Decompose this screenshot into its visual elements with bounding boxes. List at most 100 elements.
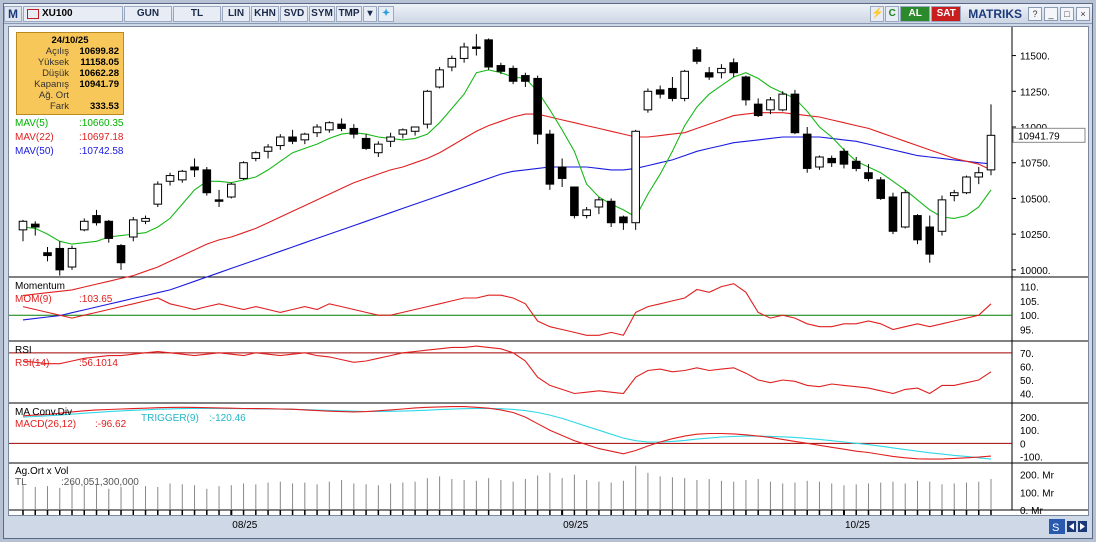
candle-body <box>472 46 481 49</box>
mav5-legend-value: :10660.35 <box>79 118 124 129</box>
candle-body <box>949 192 959 197</box>
candle <box>18 219 28 242</box>
info-label: Açılış <box>45 46 69 57</box>
price-chart-svg[interactable]: 11500.11250.11000.10750.10500.10250.1000… <box>9 27 1088 517</box>
candle-body <box>729 62 738 74</box>
khn-button[interactable]: KHN <box>251 5 279 22</box>
price-axis-label: 10250. <box>1020 230 1051 241</box>
scale-button[interactable]: LIN <box>222 5 250 22</box>
vol-axis-label: 0. Mr <box>1020 506 1043 515</box>
candle-body <box>570 186 579 217</box>
candle-body <box>680 70 689 99</box>
mom-axis-label: 100. <box>1020 311 1039 322</box>
mav22-legend-label: MAV(22) <box>15 132 54 143</box>
rsi-line <box>22 345 992 395</box>
candle <box>67 245 77 270</box>
candle-body <box>374 143 383 154</box>
candle <box>508 65 518 85</box>
candle <box>827 155 837 167</box>
info-label: Yüksek <box>37 57 69 68</box>
candle <box>680 69 689 102</box>
candle-body <box>802 133 812 169</box>
candle-body <box>521 75 530 82</box>
candle-body <box>876 179 886 199</box>
candle-body <box>986 134 996 171</box>
info-label: Kapanış <box>34 79 69 90</box>
rsi-axis-label: 60. <box>1020 362 1034 373</box>
dropdown-arrow-icon[interactable]: ▾ <box>363 5 377 22</box>
candle <box>986 104 996 176</box>
symbol-input[interactable]: XU100 <box>23 5 123 22</box>
candle <box>423 89 432 129</box>
mom-axis-label: 110. <box>1020 283 1039 294</box>
rsi-legend-value: :56.1014 <box>79 358 118 369</box>
candle-body <box>104 220 114 239</box>
candle <box>704 67 714 80</box>
scroll-left-icon[interactable] <box>1067 521 1076 532</box>
candle-body <box>962 176 971 194</box>
candle-body <box>668 87 677 99</box>
tmp-button[interactable]: TMP <box>336 5 362 22</box>
candle-body <box>423 90 432 125</box>
sell-button[interactable]: SAT <box>931 5 962 22</box>
candle-body <box>67 247 77 268</box>
currency-button[interactable]: TL <box>173 5 221 22</box>
chart-toolbar: M XU100 GUN TL LIN KHN SVD SYM TMP ▾ ✦ ⚡… <box>4 4 1092 24</box>
svd-button[interactable]: SVD <box>280 5 308 22</box>
macd-axis-label: 200. <box>1020 413 1039 424</box>
candle-body <box>827 157 837 164</box>
minimize-icon[interactable]: _ <box>1044 6 1058 21</box>
candle-body <box>202 169 212 194</box>
candle <box>790 89 800 135</box>
candle <box>472 34 481 56</box>
candle <box>741 75 751 106</box>
chart-area[interactable]: 11500.11250.11000.10750.10500.10250.1000… <box>8 26 1089 517</box>
candle-body <box>839 150 849 165</box>
candle-body <box>251 152 261 159</box>
mom-legend-value: :103.65 <box>79 294 113 305</box>
candle-body <box>851 160 861 169</box>
candle <box>888 192 898 235</box>
bottom-bar: S 08/25 09/25 10/25 <box>8 518 1089 536</box>
candle-body <box>594 199 604 208</box>
candle <box>521 72 530 87</box>
candle <box>263 144 273 159</box>
m-menu-button[interactable]: M <box>4 5 22 22</box>
scroll-right-icon[interactable] <box>1078 521 1087 532</box>
candle-body <box>937 199 947 232</box>
scroll-icon[interactable]: S <box>1049 519 1065 534</box>
price-axis-label: 10750. <box>1020 159 1051 170</box>
candle-body <box>533 77 542 135</box>
vol-legend-value: :260,051,300,000 <box>61 477 139 488</box>
candle <box>325 121 334 133</box>
twitter-icon[interactable]: ✦ <box>378 5 394 22</box>
sym-button[interactable]: SYM <box>309 5 335 22</box>
candle-body <box>508 67 518 82</box>
candle-body <box>43 252 52 257</box>
candle <box>116 244 126 270</box>
candle-body <box>631 130 640 224</box>
help-icon[interactable]: ? <box>1028 6 1042 21</box>
candle-body <box>361 137 371 149</box>
maximize-icon[interactable]: □ <box>1060 6 1074 21</box>
period-button[interactable]: GUN <box>124 5 172 22</box>
candle <box>729 58 738 77</box>
ohlc-info-box: 24/10/25 Açılış 10699.82 Yüksek 11158.05 D… <box>16 32 124 115</box>
info-value: 333.53 <box>89 101 119 112</box>
buy-button[interactable]: AL <box>900 5 931 22</box>
candle <box>202 167 212 196</box>
rsi-axis-label: 40. <box>1020 390 1034 401</box>
candle <box>900 189 910 229</box>
mav50-legend-value: :10742.58 <box>79 146 124 157</box>
candle-body <box>692 49 702 62</box>
candle <box>386 132 395 147</box>
close-icon[interactable]: × <box>1076 6 1090 21</box>
candle <box>251 151 261 162</box>
lightning-icon[interactable]: ⚡ <box>870 5 885 22</box>
macd-line <box>22 406 992 460</box>
info-date: 24/10/25 <box>51 35 89 46</box>
symbol-label: XU100 <box>42 8 73 19</box>
refresh-icon[interactable]: C <box>885 5 900 22</box>
candle <box>398 128 408 139</box>
candle <box>337 118 346 132</box>
